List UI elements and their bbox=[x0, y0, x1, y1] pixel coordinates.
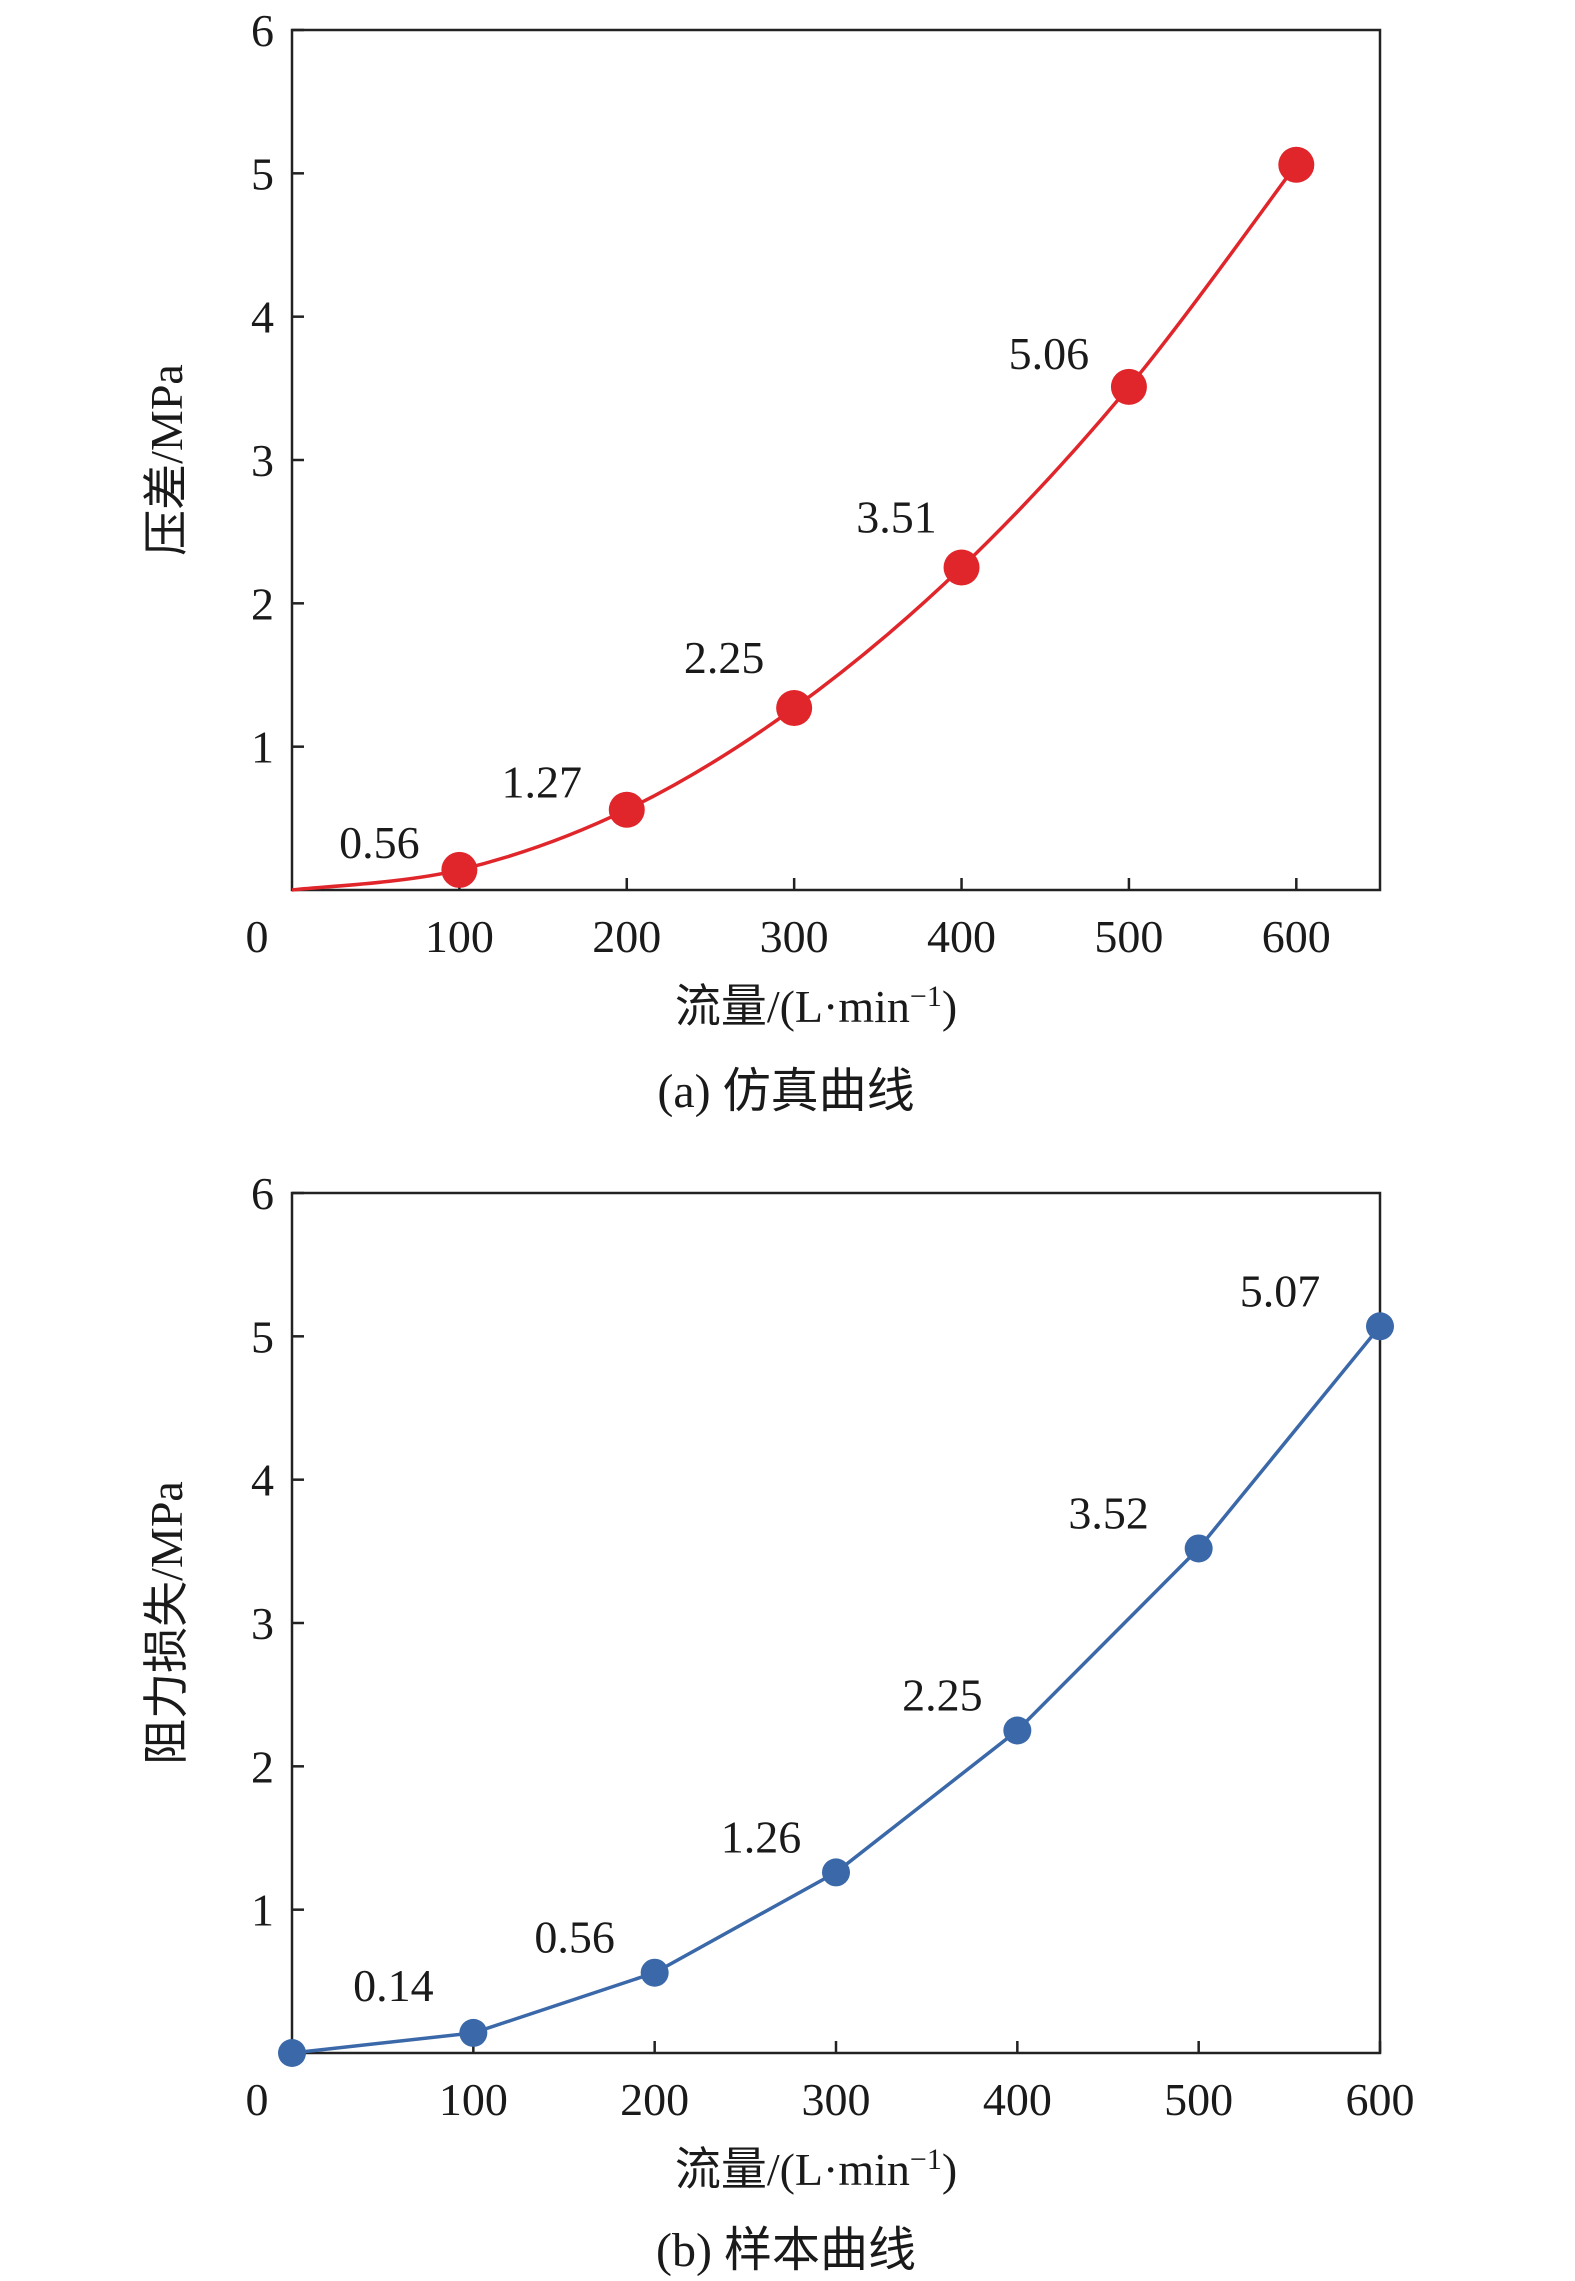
x-tick-label: 100 bbox=[425, 911, 494, 962]
data-point bbox=[608, 791, 645, 828]
y-tick-label: 6 bbox=[251, 5, 274, 56]
chart-caption: (b) 样本曲线 bbox=[656, 2224, 916, 2276]
data-label: 5.06 bbox=[1009, 328, 1090, 379]
x-tick-label: 100 bbox=[439, 2074, 508, 2125]
x-tick-label: 500 bbox=[1164, 2074, 1233, 2125]
data-label: 3.51 bbox=[856, 492, 937, 543]
y-axis-label: 阻力损失/MPa bbox=[141, 1481, 192, 1765]
data-point bbox=[1110, 368, 1147, 405]
y-tick-label: 5 bbox=[251, 148, 274, 199]
data-point bbox=[1003, 1716, 1032, 1745]
data-label: 1.27 bbox=[502, 757, 583, 808]
x-tick-label: 200 bbox=[592, 911, 661, 962]
y-tick-label: 2 bbox=[251, 578, 274, 629]
x-tick-label: 300 bbox=[760, 911, 829, 962]
x-tick-label: 400 bbox=[983, 2074, 1052, 2125]
y-tick-label: 6 bbox=[251, 1168, 274, 1219]
data-label: 0.14 bbox=[353, 1960, 434, 2011]
data-label: 2.25 bbox=[684, 632, 765, 683]
data-point bbox=[943, 549, 980, 586]
plot-frame bbox=[290, 28, 1382, 892]
x-axis-label: 流量/(L·min−1) bbox=[675, 2143, 957, 2196]
x-tick-label: 300 bbox=[802, 2074, 871, 2125]
series-line bbox=[291, 163, 1298, 892]
x-tick-label: 500 bbox=[1094, 911, 1163, 962]
series-line bbox=[291, 1325, 1382, 2055]
y-tick-label: 3 bbox=[251, 435, 274, 486]
y-axis-label: 压差/MPa bbox=[141, 364, 192, 556]
data-label: 1.26 bbox=[721, 1811, 802, 1862]
data-point bbox=[776, 689, 813, 726]
y-tick-label: 5 bbox=[251, 1311, 274, 1362]
chart-caption: (a) 仿真曲线 bbox=[657, 1065, 914, 1118]
x-tick-label: 600 bbox=[1262, 911, 1331, 962]
y-tick-label: 1 bbox=[251, 1885, 274, 1936]
data-point bbox=[459, 2018, 488, 2047]
data-label: 3.52 bbox=[1068, 1487, 1149, 1538]
data-point bbox=[640, 1958, 669, 1987]
y-tick-label: 1 bbox=[251, 722, 274, 773]
data-point bbox=[278, 2039, 306, 2067]
y-tick-label: 4 bbox=[251, 292, 274, 343]
data-label: 0.56 bbox=[534, 1912, 615, 1963]
data-point bbox=[1278, 146, 1315, 183]
chart-simulation-curve: 0 100 200 300 400 500 600 1 2 3 4 5 6 流量/(L·min−1) 压差/… bbox=[141, 5, 1382, 1118]
data-point bbox=[441, 851, 478, 888]
data-label: 5.07 bbox=[1240, 1265, 1321, 1316]
y-tick-label: 2 bbox=[251, 1741, 274, 1792]
plot-frame bbox=[290, 1191, 1382, 2055]
x-tick-label: 400 bbox=[927, 911, 996, 962]
y-tick-label: 3 bbox=[251, 1598, 274, 1649]
x-axis-label: 流量/(L·min−1) bbox=[675, 980, 957, 1033]
data-point bbox=[1366, 1312, 1394, 1341]
x-tick-label: 200 bbox=[620, 2074, 689, 2125]
x-tick-label: 600 bbox=[1346, 2074, 1415, 2125]
data-point bbox=[822, 1858, 850, 1887]
data-point bbox=[1184, 1534, 1213, 1563]
data-label: 0.56 bbox=[339, 817, 420, 868]
data-label: 2.25 bbox=[902, 1670, 983, 1721]
x-tick-label: 0 bbox=[246, 2074, 269, 2125]
y-tick-label: 4 bbox=[251, 1455, 274, 1506]
chart-sample-curve: 0 100 200 300 400 500 600 1 2 3 4 5 6 流量/(L·min−1) 阻力损… bbox=[141, 1168, 1415, 2277]
x-tick-label: 0 bbox=[246, 911, 269, 962]
